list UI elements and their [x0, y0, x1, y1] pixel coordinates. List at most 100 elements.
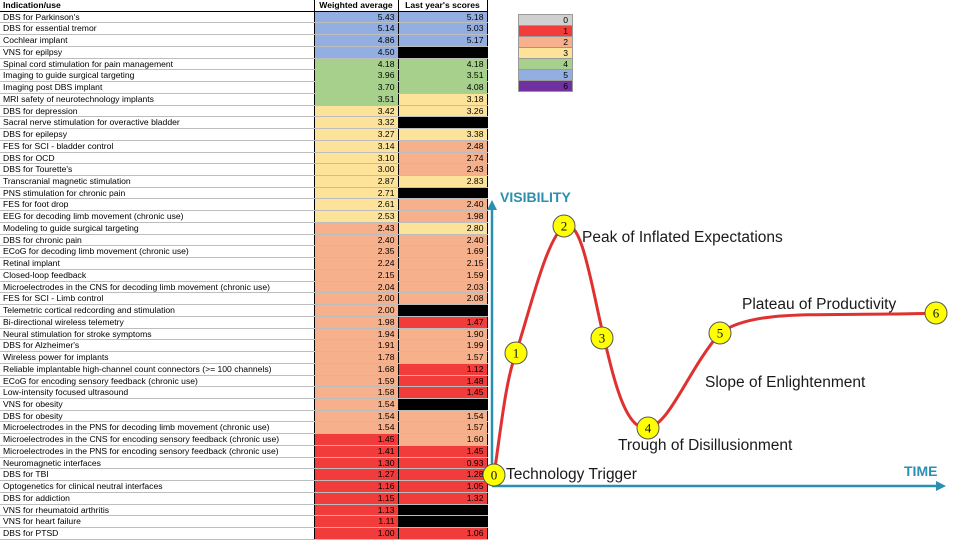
last-year-cell: 2.83: [398, 175, 488, 188]
table-row: DBS for addiction 1.15 1.32: [0, 492, 488, 505]
stage-marker: 1: [504, 341, 528, 365]
stage-marker-circle: [482, 463, 506, 487]
table-row: MRI safety of neurotechnology implants 3.…: [0, 93, 488, 106]
table-row: Reliable implantable high-channel count …: [0, 363, 488, 376]
indication-cell: Modeling to guide surgical targeting: [0, 221, 315, 235]
last-year-cell: 4.08: [398, 81, 488, 94]
indication-cell: FES for foot drop: [0, 198, 315, 212]
indication-cell: Telemetric cortical redcording and stimu…: [0, 304, 315, 317]
stage-marker-circle: [552, 214, 576, 238]
table-row: DBS for chronic pain 2.40 2.40: [0, 234, 488, 247]
indication-cell: VNS for rheumatoid arthritis: [0, 504, 315, 517]
last-year-cell: 3.18: [398, 93, 488, 106]
weighted-average-cell: 2.00: [314, 292, 399, 306]
label-slope: Slope of Enlightenment: [705, 374, 866, 391]
weighted-average-cell: 2.24: [314, 257, 399, 270]
weighted-average-cell: 3.14: [314, 140, 399, 153]
table-row: DBS for Alzheimer's 1.91 1.99: [0, 339, 488, 353]
last-year-cell: 1.59: [398, 269, 488, 282]
table-row: DBS for OCD 3.10 2.74: [0, 152, 488, 165]
weighted-average-cell: 1.27: [314, 468, 399, 482]
last-year-cell: [398, 398, 488, 411]
table-row: Microelectrodes in the PNS for encoding …: [0, 445, 488, 458]
weighted-average-cell: 2.35: [314, 245, 399, 259]
last-year-cell: 5.17: [398, 34, 488, 47]
legend-swatch: 4: [518, 58, 573, 70]
table-row: Spinal cord stimulation for pain managem…: [0, 57, 488, 71]
x-axis-label: TIME: [904, 463, 937, 479]
table-row: Microelectrodes in the CNS for encoding …: [0, 433, 488, 446]
weighted-average-cell: 1.68: [314, 363, 399, 376]
table-row: Low-intensity focused ultrasound 1.58 1.45: [0, 386, 488, 399]
indication-cell: Cochlear implant: [0, 34, 315, 47]
stage-marker-circle: [924, 301, 948, 325]
last-year-cell: 1.99: [398, 339, 488, 353]
indication-cell: Closed-loop feedback: [0, 269, 315, 282]
weighted-average-cell: 3.70: [314, 81, 399, 94]
weighted-average-cell: 3.96: [314, 69, 399, 83]
last-year-cell: [398, 504, 488, 517]
table-row: Cochlear implant 4.86 5.17: [0, 34, 488, 47]
last-year-cell: 1.45: [398, 445, 488, 458]
weighted-average-cell: 4.50: [314, 46, 399, 59]
indication-cell: Sacral nerve stimulation for overactive …: [0, 116, 315, 130]
indication-cell: FES for SCI - bladder control: [0, 140, 315, 153]
table-row: DBS for depression 3.42 3.26: [0, 104, 488, 118]
last-year-cell: 3.51: [398, 69, 488, 83]
stage-marker: 2: [552, 214, 576, 238]
weighted-average-cell: 4.18: [314, 57, 399, 71]
last-year-cell: 5.03: [398, 22, 488, 36]
last-year-cell: 1.90: [398, 328, 488, 341]
last-year-cell: 2.48: [398, 140, 488, 153]
table-row: VNS for obesity 1.54: [0, 398, 488, 411]
indication-cell: DBS for chronic pain: [0, 234, 315, 247]
table-body: DBS for Parkinson's 5.43 5.18 DBS for essen…: [0, 11, 488, 540]
weighted-average-cell: 1.78: [314, 351, 399, 364]
weighted-average-cell: 2.87: [314, 175, 399, 188]
weighted-average-cell: 1.98: [314, 316, 399, 329]
weighted-average-cell: 3.32: [314, 116, 399, 130]
table-row: DBS for Tourette's 3.00 2.43: [0, 163, 488, 177]
indication-cell: DBS for PTSD: [0, 527, 315, 540]
last-year-cell: 5.18: [398, 11, 488, 24]
last-year-cell: 2.40: [398, 234, 488, 247]
last-year-cell: 3.26: [398, 104, 488, 118]
indication-cell: DBS for obesity: [0, 410, 315, 423]
indication-cell: DBS for TBI: [0, 468, 315, 482]
weighted-average-cell: 1.54: [314, 398, 399, 411]
indication-cell: VNS for heart failure: [0, 515, 315, 529]
weighted-average-cell: 3.00: [314, 163, 399, 177]
indication-cell: Spinal cord stimulation for pain managem…: [0, 57, 315, 71]
table-header-row: Indication/use Weighted average Last yea…: [0, 0, 488, 12]
indication-cell: DBS for OCD: [0, 152, 315, 165]
y-axis-label: VISIBILITY: [500, 189, 571, 205]
table-row: FES for SCI - Limb control 2.00 2.08: [0, 292, 488, 306]
table-row: VNS for rheumatoid arthritis 1.13: [0, 504, 488, 517]
last-year-cell: 1.60: [398, 433, 488, 446]
indication-cell: VNS for epilpsy: [0, 46, 315, 59]
table-row: DBS for PTSD 1.00 1.06: [0, 527, 488, 540]
last-year-cell: 0.93: [398, 457, 488, 470]
indication-cell: DBS for Tourette's: [0, 163, 315, 177]
table-row: Telemetric cortical redcording and stimu…: [0, 304, 488, 317]
label-peak: Peak of Inflated Expectations: [582, 229, 783, 246]
weighted-average-cell: 5.14: [314, 22, 399, 36]
indication-cell: DBS for essential tremor: [0, 22, 315, 36]
hype-cycle-chart: VISIBILITY TIME 0 1 2 3 4 5 6 Technology Trigg…: [482, 189, 948, 491]
last-year-cell: [398, 515, 488, 529]
table-row: Closed-loop feedback 2.15 1.59: [0, 269, 488, 282]
weighted-average-cell: 5.43: [314, 11, 399, 24]
table-row: DBS for epilepsy 3.27 3.38: [0, 128, 488, 141]
last-year-cell: 1.06: [398, 527, 488, 540]
header-weighted-average: Weighted average: [314, 0, 399, 12]
weighted-average-cell: 1.91: [314, 339, 399, 353]
header-indication: Indication/use: [0, 0, 315, 12]
weighted-average-cell: 1.30: [314, 457, 399, 470]
weighted-average-cell: 1.94: [314, 328, 399, 341]
last-year-cell: 2.74: [398, 152, 488, 165]
last-year-cell: 1.05: [398, 480, 488, 493]
weighted-average-cell: 1.54: [314, 410, 399, 423]
weighted-average-cell: 2.61: [314, 198, 399, 212]
last-year-cell: 2.80: [398, 221, 488, 235]
